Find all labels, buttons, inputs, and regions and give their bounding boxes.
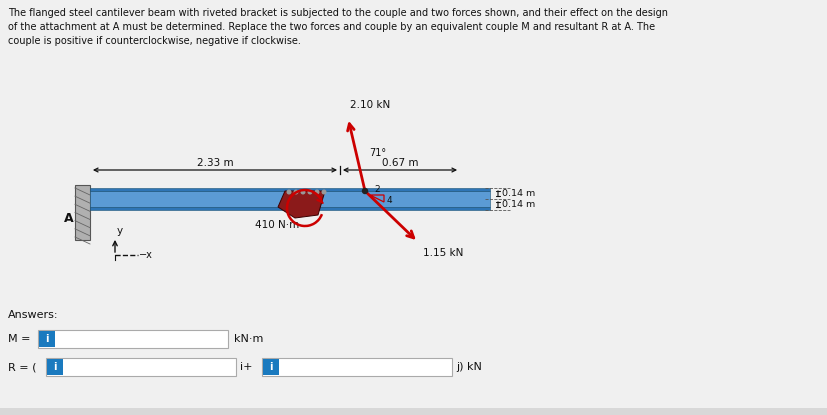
Polygon shape [278,191,325,218]
Text: y: y [117,226,123,236]
Text: kN·m: kN·m [234,334,263,344]
Text: 0.14 m: 0.14 m [501,189,534,198]
Bar [46,358,236,376]
Bar [75,185,90,240]
Text: R = (: R = ( [8,362,36,372]
Text: A: A [65,212,74,225]
Bar [261,358,452,376]
Text: 4: 4 [386,195,392,205]
Circle shape [287,190,290,194]
Text: j) kN: j) kN [456,362,481,372]
Text: i: i [45,334,49,344]
Text: Answers:: Answers: [8,310,59,320]
Text: i: i [269,362,272,372]
Bar [0,408,827,415]
Circle shape [301,190,304,194]
Circle shape [322,190,325,194]
Text: −x: −x [139,250,153,260]
Text: 2.33 m: 2.33 m [197,158,233,168]
Text: 1.15 kN: 1.15 kN [423,248,463,258]
Text: The flanged steel cantilever beam with riveted bracket is subjected to the coupl: The flanged steel cantilever beam with r… [8,8,667,46]
Text: i+: i+ [240,362,252,372]
Bar [90,191,490,207]
Bar [38,330,227,348]
Bar [39,331,55,347]
Circle shape [294,190,298,194]
Text: 2.10 kN: 2.10 kN [350,100,390,110]
Text: 0.14 m: 0.14 m [501,200,534,209]
Text: M =: M = [8,334,31,344]
Circle shape [362,188,367,193]
Text: 2: 2 [374,185,380,194]
Text: i: i [53,362,57,372]
Bar [263,359,279,375]
Circle shape [308,190,312,194]
Bar [90,207,490,210]
Text: 0.67 m: 0.67 m [381,158,418,168]
Bar [47,359,63,375]
Text: 71°: 71° [369,148,385,158]
Bar [90,188,490,191]
Text: 410 N·m: 410 N·m [255,220,299,230]
Circle shape [315,190,318,194]
